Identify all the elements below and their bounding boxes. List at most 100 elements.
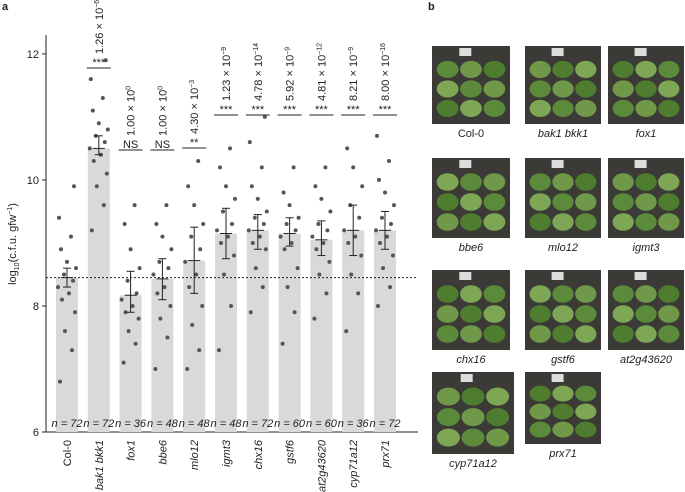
plant bbox=[436, 387, 460, 406]
p-value-exp: −65 bbox=[94, 0, 101, 8]
bar bbox=[246, 230, 269, 432]
data-point bbox=[248, 310, 253, 315]
p-value: 5.92 × 10−9 bbox=[285, 47, 297, 101]
plant bbox=[460, 193, 482, 211]
data-point bbox=[296, 215, 301, 220]
significance-label: *** bbox=[251, 104, 265, 116]
plant bbox=[552, 173, 574, 191]
data-point bbox=[155, 291, 160, 296]
data-point bbox=[153, 366, 158, 371]
plant bbox=[461, 428, 485, 447]
data-point bbox=[165, 335, 170, 340]
panel-label: b bbox=[428, 1, 435, 13]
data-point bbox=[255, 196, 260, 201]
data-point bbox=[56, 285, 60, 290]
data-point bbox=[314, 247, 319, 252]
data-point bbox=[57, 215, 61, 220]
p-value: 1.26 × 10−65 bbox=[94, 0, 106, 54]
data-point bbox=[351, 165, 356, 170]
plant bbox=[483, 285, 506, 303]
plant bbox=[575, 173, 597, 191]
data-point bbox=[186, 184, 191, 189]
data-point bbox=[158, 316, 163, 321]
plant bbox=[436, 99, 459, 117]
data-point bbox=[187, 285, 192, 290]
data-point bbox=[166, 266, 171, 271]
data-point bbox=[260, 285, 265, 290]
data-point bbox=[103, 58, 108, 63]
data-point bbox=[62, 272, 66, 277]
p-value-exp: −9 bbox=[221, 47, 228, 55]
data-point bbox=[287, 203, 292, 208]
p-value-base: 4.30 × 10 bbox=[189, 88, 201, 134]
p-value: 8.21 × 10−9 bbox=[348, 47, 360, 101]
plant bbox=[483, 173, 506, 191]
y-label-part: 10 bbox=[14, 262, 21, 270]
plant bbox=[529, 403, 551, 420]
data-point bbox=[189, 234, 194, 239]
data-point bbox=[222, 272, 226, 277]
plant bbox=[635, 80, 657, 98]
photo-caption: Col-0 bbox=[458, 128, 484, 140]
x-tick-label: igmt3 bbox=[221, 439, 233, 467]
plant bbox=[658, 60, 680, 78]
significance-label: ** bbox=[190, 137, 199, 149]
n-label: n = 60 bbox=[274, 418, 306, 430]
data-point bbox=[388, 285, 392, 290]
plant bbox=[552, 385, 574, 402]
n-label: n = 72 bbox=[370, 418, 401, 430]
x-tick-label: bak1 bkk1 bbox=[94, 440, 106, 490]
data-point bbox=[383, 190, 387, 195]
plant bbox=[483, 213, 506, 231]
n-label: n = 72 bbox=[83, 418, 114, 430]
significance-label: *** bbox=[347, 104, 361, 116]
data-point bbox=[233, 196, 237, 201]
significance-label: *** bbox=[283, 104, 297, 116]
data-point bbox=[230, 222, 234, 227]
data-point bbox=[88, 77, 93, 82]
x-tick-label: cyp71a12 bbox=[348, 440, 360, 488]
bar bbox=[119, 295, 142, 432]
plant bbox=[529, 285, 551, 303]
n-label: n = 48 bbox=[211, 418, 243, 430]
data-point bbox=[128, 247, 133, 252]
data-point bbox=[164, 203, 169, 208]
plant bbox=[612, 325, 634, 343]
data-point bbox=[151, 272, 156, 277]
data-point bbox=[392, 203, 396, 208]
plant bbox=[612, 99, 634, 117]
data-point bbox=[133, 341, 138, 346]
p-value-base: 1.00 × 10 bbox=[157, 90, 169, 136]
data-point bbox=[67, 291, 71, 296]
bar bbox=[215, 233, 237, 432]
data-point bbox=[198, 247, 203, 252]
plant bbox=[635, 305, 657, 323]
plant bbox=[575, 285, 597, 303]
data-point bbox=[60, 297, 64, 302]
data-point bbox=[185, 366, 190, 371]
data-point bbox=[89, 228, 94, 233]
data-point bbox=[324, 291, 329, 296]
p-value-base: 8.00 × 10 bbox=[380, 55, 392, 101]
data-point bbox=[194, 272, 199, 277]
significance-label: *** bbox=[220, 104, 234, 116]
plant bbox=[635, 213, 657, 231]
plant bbox=[575, 421, 597, 438]
plant bbox=[460, 213, 482, 231]
bar bbox=[310, 239, 333, 432]
bar bbox=[374, 230, 396, 432]
x-tick-label: bbe6 bbox=[157, 439, 169, 464]
y-tick-label: 10 bbox=[27, 175, 39, 187]
plant-tag bbox=[459, 272, 472, 280]
plant bbox=[529, 385, 551, 402]
n-label: n = 72 bbox=[242, 418, 273, 430]
n-label: n = 48 bbox=[179, 418, 211, 430]
plant-tag bbox=[551, 272, 564, 280]
y-tick-label: 8 bbox=[33, 301, 39, 313]
plant-tag bbox=[634, 48, 647, 56]
data-point bbox=[389, 222, 393, 227]
data-point bbox=[160, 234, 165, 239]
data-point bbox=[285, 285, 290, 290]
plant bbox=[436, 60, 459, 78]
photo-caption: gstf6 bbox=[551, 354, 576, 366]
